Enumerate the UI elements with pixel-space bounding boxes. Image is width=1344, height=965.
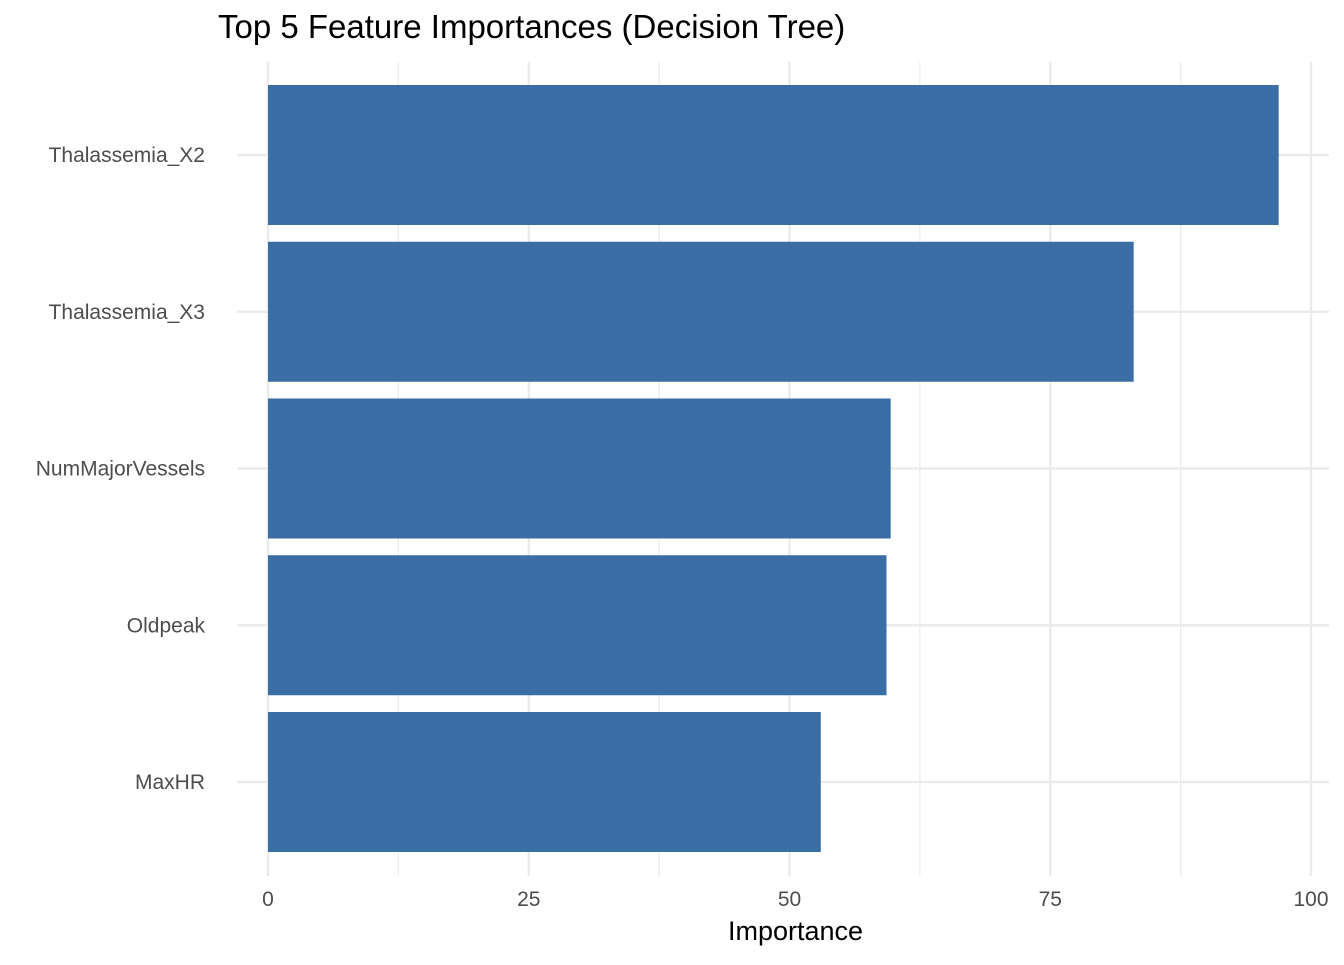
y-tick-label: NumMajorVessels [36, 458, 205, 481]
y-tick-label: Thalassemia_X3 [49, 301, 205, 324]
x-axis-title: Importance [728, 916, 863, 946]
x-tick-label: 50 [778, 888, 801, 911]
y-tick-label: Oldpeak [127, 614, 206, 637]
bar [268, 85, 1279, 225]
x-tick-label: 100 [1293, 888, 1328, 911]
x-tick-label: 0 [262, 888, 274, 911]
y-tick-label: MaxHR [135, 771, 205, 794]
bar [268, 712, 821, 852]
chart-title: Top 5 Feature Importances (Decision Tree… [218, 8, 846, 45]
x-tick-label: 25 [517, 888, 540, 911]
bar [268, 555, 887, 696]
x-tick-label: 75 [1039, 888, 1062, 911]
bar [268, 398, 891, 539]
y-tick-label: Thalassemia_X2 [49, 144, 205, 167]
bar [268, 241, 1134, 382]
